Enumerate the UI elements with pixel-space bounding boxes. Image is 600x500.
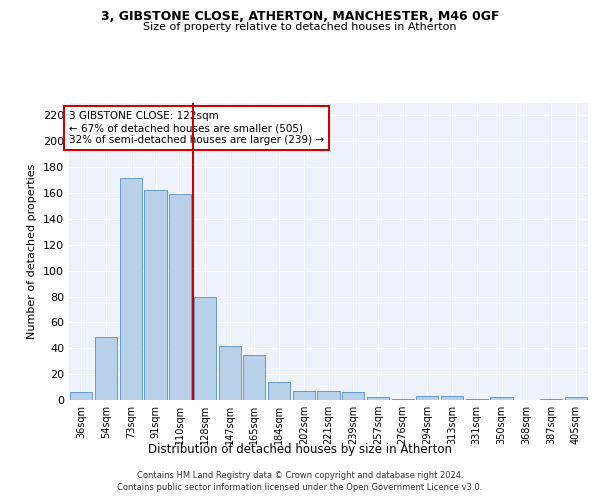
Bar: [218, 346, 241, 400]
Bar: [490, 398, 512, 400]
Bar: [293, 391, 315, 400]
Bar: [367, 398, 389, 400]
Bar: [540, 398, 562, 400]
Bar: [342, 392, 364, 400]
Y-axis label: Number of detached properties: Number of detached properties: [28, 164, 37, 339]
Bar: [466, 398, 488, 400]
Bar: [194, 296, 216, 400]
Text: Distribution of detached houses by size in Atherton: Distribution of detached houses by size …: [148, 442, 452, 456]
Bar: [243, 354, 265, 400]
Bar: [317, 391, 340, 400]
Bar: [416, 396, 439, 400]
Bar: [169, 194, 191, 400]
Text: 3, GIBSTONE CLOSE, ATHERTON, MANCHESTER, M46 0GF: 3, GIBSTONE CLOSE, ATHERTON, MANCHESTER,…: [101, 10, 499, 23]
Text: Contains public sector information licensed under the Open Government Licence v3: Contains public sector information licen…: [118, 482, 482, 492]
Bar: [145, 190, 167, 400]
Bar: [392, 398, 414, 400]
Bar: [268, 382, 290, 400]
Text: Contains HM Land Registry data © Crown copyright and database right 2024.: Contains HM Land Registry data © Crown c…: [137, 471, 463, 480]
Bar: [441, 396, 463, 400]
Bar: [119, 178, 142, 400]
Text: 3 GIBSTONE CLOSE: 122sqm
← 67% of detached houses are smaller (505)
32% of semi-: 3 GIBSTONE CLOSE: 122sqm ← 67% of detach…: [69, 112, 324, 144]
Text: Size of property relative to detached houses in Atherton: Size of property relative to detached ho…: [143, 22, 457, 32]
Bar: [95, 336, 117, 400]
Bar: [565, 398, 587, 400]
Bar: [70, 392, 92, 400]
